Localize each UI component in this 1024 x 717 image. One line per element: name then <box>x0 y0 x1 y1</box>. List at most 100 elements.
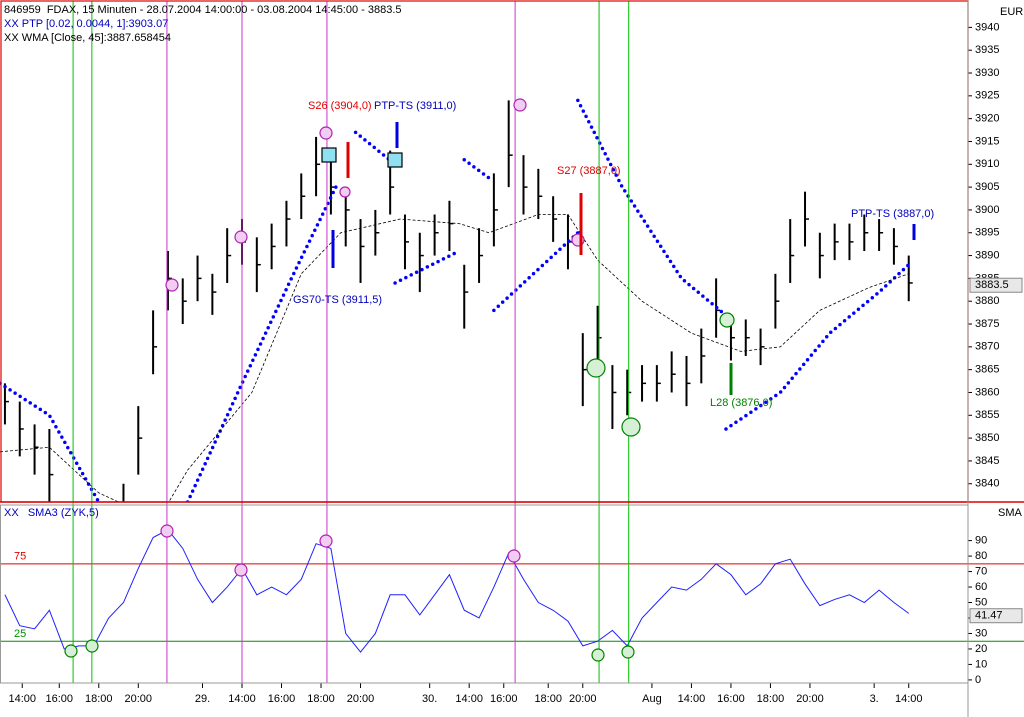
x-tick-label: 18:00 <box>534 693 562 705</box>
annotation: S27 (3887,0) <box>557 165 621 177</box>
x-tick-label: 18:00 <box>757 693 785 705</box>
x-tick-label: 18:00 <box>85 693 113 705</box>
oscillator-plot <box>0 529 968 653</box>
pivot-marker <box>513 98 527 112</box>
low-marker <box>719 312 735 328</box>
series-line <box>724 262 911 431</box>
annotation: S26 (3904,0) <box>308 100 372 112</box>
oscillator-frame <box>0 504 969 684</box>
x-tick-label: 20:00 <box>125 693 153 705</box>
series-line <box>185 185 338 502</box>
pivot-marker <box>507 549 521 563</box>
y-tick-label: 3895 <box>975 227 999 239</box>
pivot-marker <box>165 278 179 292</box>
y-tick-label: 60 <box>975 581 987 593</box>
low-marker <box>64 644 78 658</box>
series-line <box>462 157 491 180</box>
panel-title: XX SMA3 (ZYK,5) <box>4 507 99 519</box>
legend-entry: XX WMA [Close, 45]:3887.658454 <box>4 32 171 44</box>
pivot-marker <box>319 126 333 140</box>
x-tick-label: 16:00 <box>268 693 296 705</box>
y-tick-label: 3890 <box>975 249 999 261</box>
y-tick-label: 3940 <box>975 21 999 33</box>
y-tick-label: 90 <box>975 535 987 547</box>
threshold-label: 25 <box>14 628 26 640</box>
series-line <box>393 249 462 285</box>
y-tick-label: 0 <box>975 674 981 686</box>
threshold-label: 75 <box>14 551 26 563</box>
y-tick-label: 3840 <box>975 478 999 490</box>
y-tick-label: 3850 <box>975 432 999 444</box>
low-marker <box>591 648 605 662</box>
y-tick-label: 3855 <box>975 409 999 421</box>
x-tick-label: 18:00 <box>307 693 335 705</box>
x-tick-label: 16:00 <box>490 693 518 705</box>
y-tick-label: 3925 <box>975 90 999 102</box>
annotation: PTP-TS (3911,0) <box>374 100 456 112</box>
y-tick-label: 3845 <box>975 455 999 467</box>
pivot-marker <box>339 186 351 198</box>
low-marker <box>85 639 99 653</box>
x-tick-label: 14:00 <box>228 693 256 705</box>
x-tick-label: 16:00 <box>717 693 745 705</box>
annotation: PTP-TS (3887,0) <box>851 208 934 220</box>
x-tick-label: 14:00 <box>678 693 706 705</box>
overlays <box>64 98 916 662</box>
current-value-label: 41.47 <box>975 610 1003 622</box>
series-line <box>0 381 101 502</box>
y-tick-label: 70 <box>975 565 987 577</box>
pivot-marker <box>319 534 333 548</box>
y-tick-label: 50 <box>975 596 987 608</box>
x-tick-label: 30. <box>422 693 437 705</box>
x-tick-label: 29. <box>195 693 210 705</box>
y-tick-label: 3880 <box>975 295 999 307</box>
signal-box <box>321 147 337 163</box>
y-tick-label: 3865 <box>975 364 999 376</box>
y-tick-label: 10 <box>975 658 987 670</box>
x-tick-label: 20:00 <box>347 693 375 705</box>
y-tick-label: 3930 <box>975 67 999 79</box>
y-tick-label: 3900 <box>975 204 999 216</box>
current-value-box <box>969 608 1023 624</box>
x-tick-label: 20:00 <box>569 693 597 705</box>
y-tick-label: 3935 <box>975 44 999 56</box>
pivot-marker <box>234 563 248 577</box>
y-tick-label: 3915 <box>975 135 999 147</box>
chart-title: 846959 FDAX, 15 Minuten - 28.07.2004 14:… <box>4 4 402 16</box>
y-tick-label: 3860 <box>975 386 999 398</box>
y-tick-label: 80 <box>975 550 987 562</box>
x-tick-label: 3. <box>870 693 879 705</box>
axis-unit: SMA <box>998 507 1023 519</box>
y-tick-label: 3870 <box>975 341 999 353</box>
y-tick-label: 3905 <box>975 181 999 193</box>
pivot-marker <box>160 524 174 538</box>
legend-entry: XX PTP [0.02, 0.0044, 1]:3903.07 <box>4 18 168 30</box>
y-tick-label: 30 <box>975 627 987 639</box>
axis-unit: EUR <box>1000 6 1023 18</box>
y-tick-label: 3910 <box>975 158 999 170</box>
x-tick-label: 20:00 <box>796 693 824 705</box>
signal-box <box>387 152 403 168</box>
series-line <box>576 98 733 322</box>
y-tick-label: 3875 <box>975 318 999 330</box>
series-line <box>492 230 580 313</box>
annotation: L28 (3876,0) <box>710 397 772 409</box>
x-tick-label: 14:00 <box>8 693 36 705</box>
y-tick-label: 20 <box>975 643 987 655</box>
series-line <box>4 529 910 653</box>
y-tick-label: 3920 <box>975 113 999 125</box>
x-tick-label: 14:00 <box>895 693 923 705</box>
annotation: GS70-TS (3911,5) <box>293 294 382 306</box>
low-marker <box>621 645 635 659</box>
x-tick-label: Aug <box>642 693 662 705</box>
low-marker <box>586 358 606 378</box>
current-value-box <box>969 277 1023 293</box>
x-tick-label: 14:00 <box>455 693 483 705</box>
current-value-label: 3883.5 <box>975 279 1009 291</box>
series-line <box>0 214 909 502</box>
x-tick-label: 16:00 <box>45 693 73 705</box>
pivot-marker <box>234 230 248 244</box>
low-marker <box>621 417 641 437</box>
